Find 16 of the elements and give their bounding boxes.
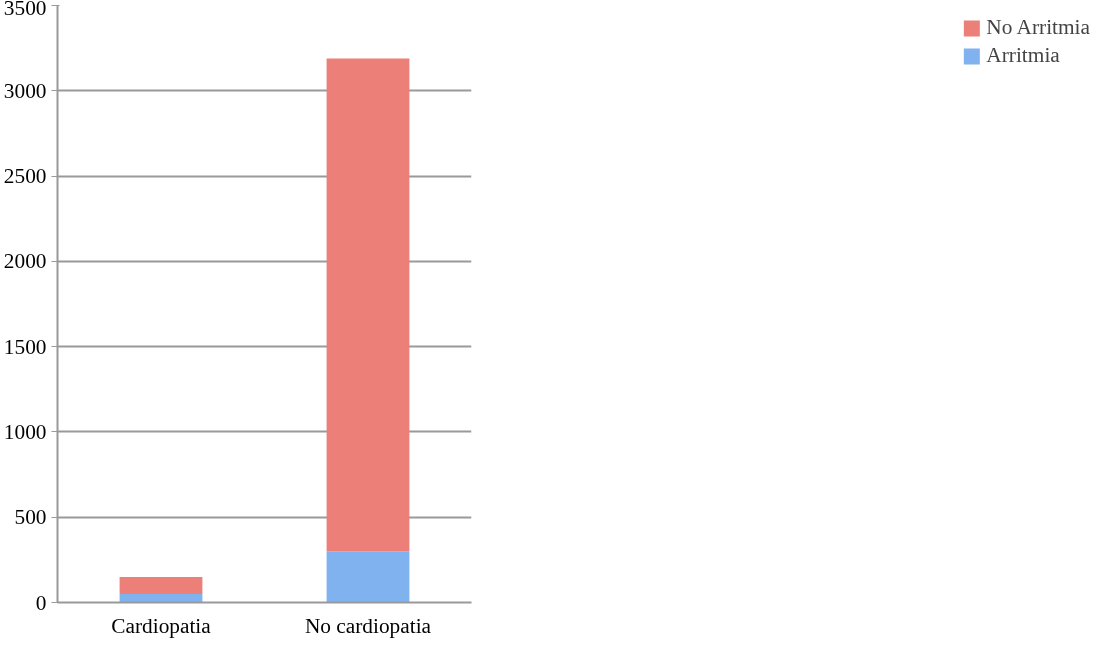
y-tick-label: 3000 (3, 78, 47, 103)
legend-label: Arritmia (986, 43, 1060, 68)
bar (119, 576, 203, 594)
y-tick-label: 0 (35, 590, 47, 615)
y-tick-label: 1000 (3, 419, 47, 444)
x-tick-label: No cardiopatia (304, 613, 432, 638)
x-tick-label: Cardiopatia (111, 613, 212, 638)
y-tick-label: 2000 (3, 249, 47, 274)
y-tick-label: 500 (14, 505, 47, 530)
y-tick-label: 3500 (3, 0, 47, 20)
bar (326, 58, 410, 552)
legend-label: No Arritmia (986, 15, 1090, 40)
y-tick-label: 2500 (3, 164, 47, 189)
bar (326, 551, 410, 603)
bar (119, 593, 203, 603)
y-tick-label: 1500 (3, 334, 47, 359)
